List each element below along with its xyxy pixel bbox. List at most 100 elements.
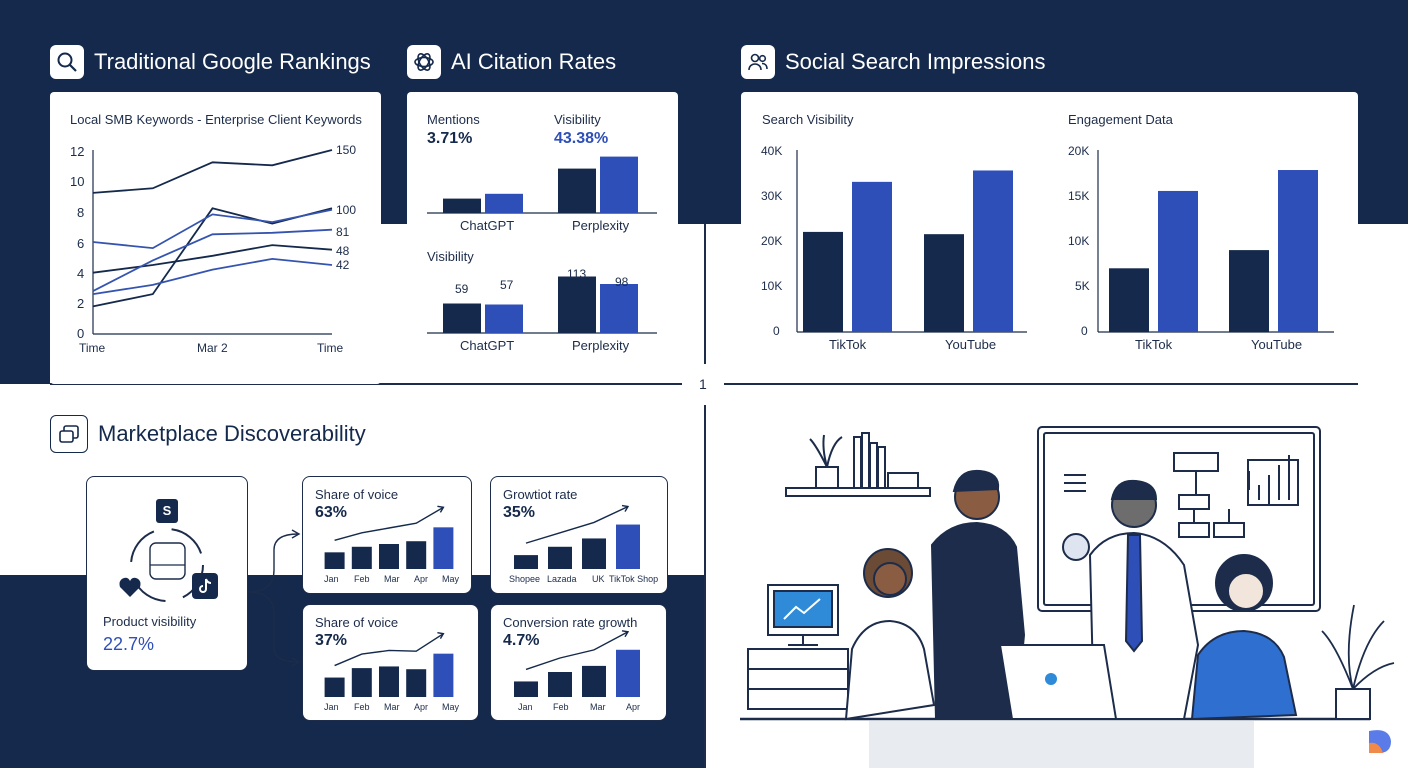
heart-icon bbox=[118, 576, 142, 598]
product-visibility-value: 22.7% bbox=[103, 634, 155, 654]
mini-bar-chart bbox=[514, 630, 640, 697]
y-tick: 0 bbox=[1081, 324, 1088, 338]
x-tick: Perplexity bbox=[572, 218, 630, 233]
mentions-label: Mentions bbox=[427, 112, 480, 127]
x-tick: Apr bbox=[414, 574, 429, 584]
bar bbox=[514, 681, 538, 697]
trend-arrowhead bbox=[437, 505, 445, 513]
bar bbox=[324, 552, 345, 569]
bar bbox=[558, 276, 596, 333]
series-line bbox=[92, 244, 333, 274]
y-tick: 12 bbox=[70, 144, 85, 159]
y-tick: 0 bbox=[77, 326, 85, 341]
y-tick: 20K bbox=[1068, 144, 1090, 158]
x-tick: Mar bbox=[590, 702, 606, 712]
trend-arrowhead bbox=[621, 630, 630, 638]
data-label: 113 bbox=[567, 267, 587, 281]
ai-section-header: AI Citation Rates bbox=[407, 45, 616, 79]
trend-arrowhead bbox=[437, 631, 445, 640]
x-tick: Apr bbox=[626, 702, 641, 712]
y-tick: 10K bbox=[1068, 234, 1090, 248]
bar bbox=[379, 544, 399, 569]
ai-section-title: AI Citation Rates bbox=[451, 49, 617, 74]
x-tick: Shopee bbox=[509, 574, 541, 584]
product-visibility-label: Product visibility bbox=[103, 614, 197, 629]
bar bbox=[514, 555, 538, 569]
x-tick: TikTok bbox=[1135, 337, 1173, 352]
metric-title: Share of voice bbox=[315, 615, 399, 630]
engagement-title: Engagement Data bbox=[1068, 112, 1173, 127]
social-search-card: Search Visibility Engagement Data 40K 30… bbox=[741, 92, 1358, 362]
tiktok-icon bbox=[192, 573, 218, 599]
y-tick: 10K bbox=[761, 279, 783, 293]
metric-value: 37% bbox=[315, 632, 348, 649]
trend-line bbox=[334, 633, 444, 667]
google-rankings-card: Local SMB Keywords - Enterprise Client K… bbox=[50, 92, 381, 384]
x-tick: ChatGPT bbox=[460, 338, 515, 353]
x-tick: May bbox=[442, 702, 460, 712]
x-tick: Feb bbox=[354, 702, 370, 712]
bar bbox=[351, 546, 372, 569]
x-tick: Mar bbox=[384, 574, 400, 584]
y-tick: 8 bbox=[77, 205, 85, 220]
bar bbox=[1109, 268, 1149, 332]
search-visibility-title: Search Visibility bbox=[762, 112, 854, 127]
y-tick: 4 bbox=[77, 266, 85, 281]
brand-logo-icon bbox=[1369, 730, 1391, 753]
vertical-divider-top bbox=[704, 224, 706, 364]
bar bbox=[1278, 170, 1318, 332]
x-tick: Mar bbox=[384, 702, 400, 712]
team-meeting-illustration bbox=[740, 426, 1395, 768]
x-tick: Lazada bbox=[547, 574, 577, 584]
mini-bar-chart bbox=[324, 505, 454, 569]
bar bbox=[324, 677, 345, 697]
trend-arrowhead bbox=[621, 504, 630, 512]
y-tick: 15K bbox=[1068, 189, 1090, 203]
users-icon bbox=[741, 45, 775, 79]
visibility-bottom-label: Visibility bbox=[427, 249, 474, 264]
bar bbox=[582, 538, 606, 569]
end-label: 42 bbox=[336, 258, 350, 272]
y-tick: 2 bbox=[77, 296, 85, 311]
x-tick: TikTok bbox=[829, 337, 867, 352]
x-tick: Perplexity bbox=[572, 338, 630, 353]
x-tick: YouTube bbox=[1251, 337, 1303, 352]
y-tick: 0 bbox=[773, 324, 780, 338]
x-tick: UK bbox=[592, 574, 605, 584]
bar bbox=[433, 653, 454, 697]
x-tick: May bbox=[442, 574, 460, 584]
bar bbox=[351, 668, 372, 697]
trend-line bbox=[525, 505, 629, 544]
data-label: 57 bbox=[500, 278, 514, 292]
bar bbox=[433, 527, 454, 569]
end-label: 81 bbox=[336, 225, 350, 239]
mini-bar-chart bbox=[324, 631, 454, 697]
trend-line bbox=[525, 631, 629, 671]
x-tick: TikTok Shop bbox=[609, 574, 659, 584]
bar bbox=[548, 546, 572, 569]
x-tick: Time bbox=[317, 341, 344, 355]
x-tick: Time bbox=[79, 341, 106, 355]
series-line bbox=[92, 149, 333, 194]
visibility-label: Visibility bbox=[554, 112, 601, 127]
left-band bbox=[0, 224, 50, 384]
bar bbox=[803, 231, 843, 332]
series-line bbox=[92, 207, 333, 308]
visibility-value: 43.38% bbox=[554, 130, 609, 147]
vertical-divider-bottom bbox=[704, 405, 706, 768]
bar bbox=[582, 665, 606, 697]
bar bbox=[852, 181, 892, 332]
metric-card: Share of voice 37% Jan Feb Mar Apr May bbox=[302, 604, 479, 721]
end-label: 150 bbox=[336, 143, 357, 157]
google-line-chart bbox=[92, 149, 333, 335]
bar bbox=[600, 284, 638, 333]
bar bbox=[616, 524, 640, 569]
divider-label: 1 bbox=[699, 376, 707, 392]
series-line bbox=[92, 208, 333, 250]
social-section-title: Social Search Impressions bbox=[785, 49, 1046, 74]
connector-arrows bbox=[248, 529, 301, 667]
ai-bar-charts bbox=[427, 156, 657, 334]
y-tick: 30K bbox=[761, 189, 783, 203]
bar bbox=[924, 234, 964, 332]
metric-value: 35% bbox=[503, 504, 536, 521]
